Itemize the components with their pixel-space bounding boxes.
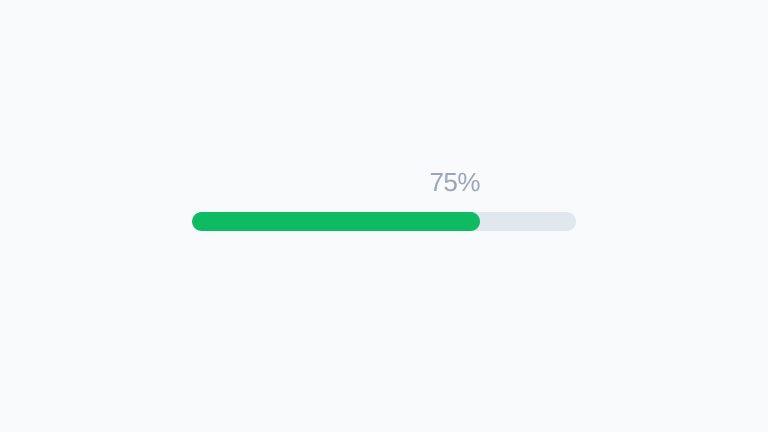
progress-percent-label: 75% [429,167,480,197]
progress-widget: 75% [192,168,576,231]
progress-bar-fill [192,212,480,231]
progress-label-row: 75% [192,168,480,196]
progress-bar-track [192,212,576,231]
